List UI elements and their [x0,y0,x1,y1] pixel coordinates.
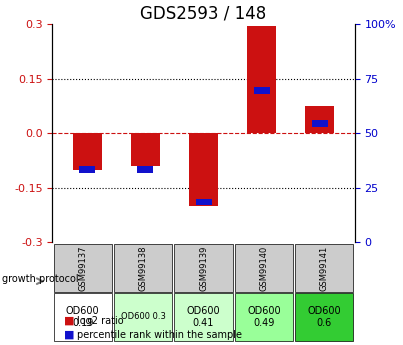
Bar [79,166,95,172]
Text: percentile rank within the sample: percentile rank within the sample [77,330,241,339]
Bar [312,120,328,127]
Title: GDS2593 / 148: GDS2593 / 148 [140,4,267,22]
Text: log2 ratio: log2 ratio [77,316,123,326]
Text: GSM99139: GSM99139 [199,246,208,291]
Text: GSM99141: GSM99141 [320,246,329,291]
Text: ■: ■ [64,316,75,326]
FancyBboxPatch shape [235,293,293,341]
Text: GSM99138: GSM99138 [139,245,147,291]
FancyBboxPatch shape [295,244,353,292]
FancyBboxPatch shape [54,244,112,292]
Bar [73,133,102,170]
FancyBboxPatch shape [295,293,353,341]
Bar [137,166,154,172]
Text: GSM99137: GSM99137 [78,245,87,291]
Text: OD600
0.49: OD600 0.49 [247,306,281,327]
Text: OD600
0.19: OD600 0.19 [66,306,100,327]
FancyBboxPatch shape [54,293,112,341]
Text: OD600
0.41: OD600 0.41 [187,306,220,327]
Text: GSM99140: GSM99140 [260,246,268,291]
Bar [189,133,218,206]
Text: growth protocol: growth protocol [2,275,79,284]
FancyBboxPatch shape [114,244,172,292]
FancyBboxPatch shape [235,244,293,292]
FancyBboxPatch shape [114,293,172,341]
FancyBboxPatch shape [174,244,233,292]
Bar [253,87,270,94]
Text: OD600 0.3: OD600 0.3 [120,312,166,321]
Bar [305,106,334,133]
Bar [131,133,160,166]
FancyBboxPatch shape [174,293,233,341]
Text: ■: ■ [64,330,75,339]
Text: OD600
0.6: OD600 0.6 [307,306,341,327]
Bar [195,199,212,205]
Bar [247,26,276,133]
